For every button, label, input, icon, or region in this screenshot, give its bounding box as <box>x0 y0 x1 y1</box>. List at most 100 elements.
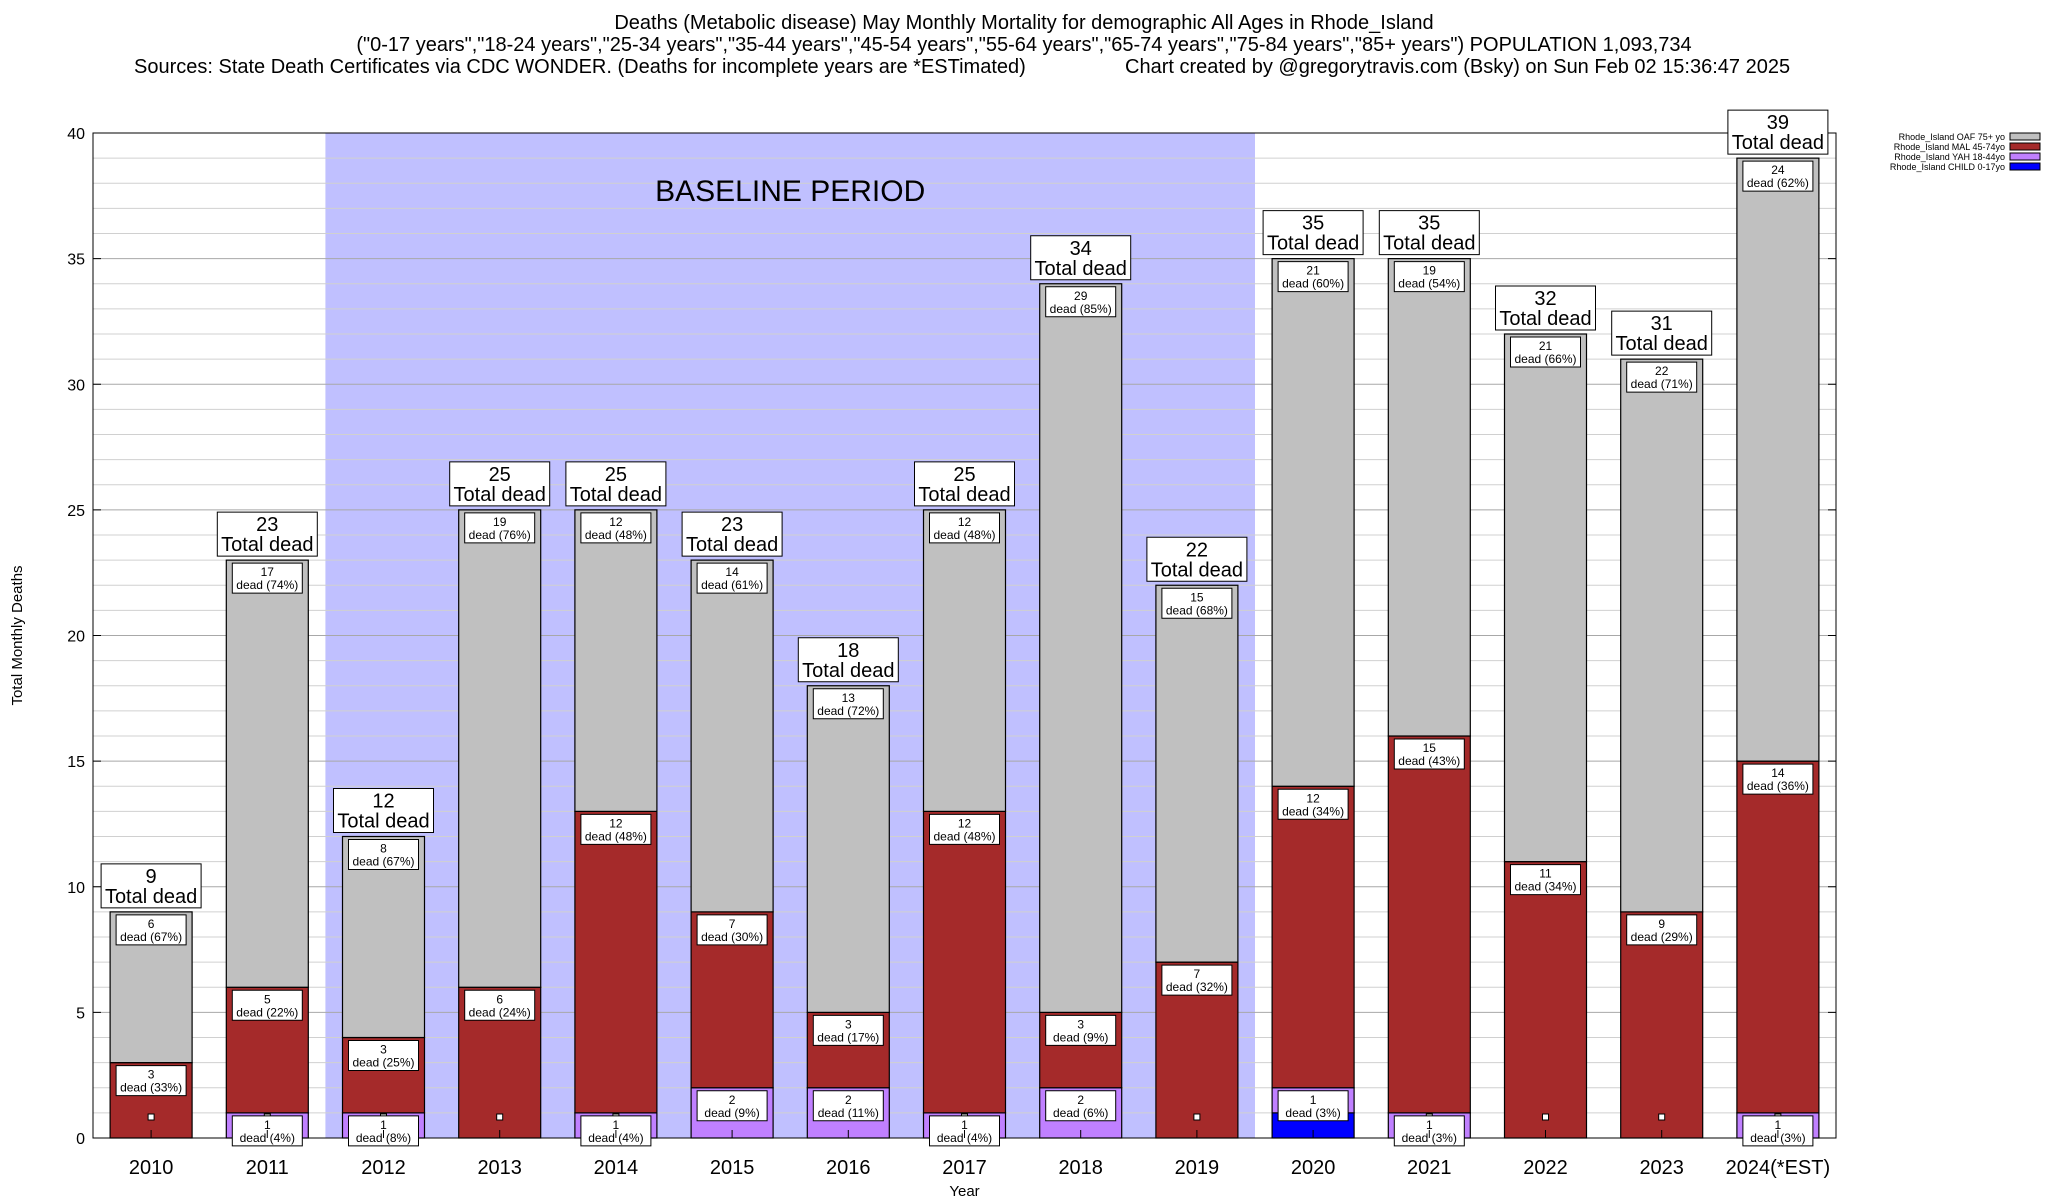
label-percent: dead (17%) <box>817 1030 879 1044</box>
total-value: 18 <box>837 640 859 662</box>
bar-segment-oaf <box>1503 333 1588 863</box>
total-caption: Total dead <box>1616 333 1708 355</box>
total-box <box>1146 536 1248 582</box>
label-box <box>696 1090 768 1122</box>
total-value: 32 <box>1534 288 1556 310</box>
total-caption: Total dead <box>454 484 546 506</box>
label-box <box>231 562 303 594</box>
label-count: 21 <box>1539 339 1553 353</box>
label-count: 3 <box>380 1043 387 1057</box>
label-count: 2 <box>845 1093 852 1107</box>
label-box <box>812 1014 884 1046</box>
bar-segment-mal <box>1620 911 1704 1139</box>
label-percent: dead (68%) <box>1166 603 1228 617</box>
x-tick-label: 2012 <box>361 1157 406 1179</box>
label-count: 12 <box>1306 791 1320 805</box>
label-count: 21 <box>1306 264 1320 278</box>
bar-segment-oaf <box>458 509 542 988</box>
label-box <box>1393 738 1465 770</box>
total-box <box>1030 235 1132 281</box>
label-percent: dead (32%) <box>1166 980 1228 994</box>
point-marker <box>147 1113 155 1121</box>
total-box <box>333 788 434 833</box>
label-count: 6 <box>148 917 155 931</box>
x-tick-label: 2022 <box>1523 1157 1568 1179</box>
total-value: 25 <box>605 464 627 486</box>
x-tick-label: 2013 <box>477 1157 522 1179</box>
y-tick-label: 10 <box>67 880 85 897</box>
total-value: 34 <box>1070 238 1092 260</box>
label-box <box>1742 160 1814 192</box>
label-count: 12 <box>609 816 623 830</box>
label-count: 8 <box>380 842 387 856</box>
label-box <box>1510 864 1581 896</box>
label-count: 14 <box>1771 766 1785 780</box>
label-percent: dead (71%) <box>1631 377 1693 391</box>
label-count: 11 <box>1539 867 1552 881</box>
total-box <box>565 461 667 507</box>
total-box <box>1611 310 1713 356</box>
total-caption: Total dead <box>918 484 1010 506</box>
label-box <box>115 1065 187 1097</box>
x-tick-label: 2016 <box>826 1157 871 1179</box>
label-box <box>1277 788 1349 820</box>
total-box <box>797 637 899 683</box>
y-tick-label: 40 <box>67 126 85 143</box>
y-tick-label: 0 <box>76 1131 85 1148</box>
bar-segment-mal <box>574 810 658 1114</box>
bar-segment-mal <box>1503 861 1588 1139</box>
x-tick-label: 2010 <box>129 1157 174 1179</box>
total-caption: Total dead <box>1267 233 1359 255</box>
x-tick-label: 2014 <box>594 1157 639 1179</box>
label-percent: dead (9%) <box>704 1106 759 1120</box>
total-caption: Total dead <box>686 534 778 556</box>
label-percent: dead (34%) <box>1282 804 1344 818</box>
point-marker <box>1658 1113 1666 1121</box>
label-box <box>696 562 768 594</box>
label-percent: dead (48%) <box>933 829 995 843</box>
bar-segment-oaf <box>225 559 309 988</box>
label-box <box>115 914 187 946</box>
total-value: 23 <box>256 514 278 536</box>
label-count: 1 <box>264 1118 271 1132</box>
label-count: 22 <box>1655 364 1669 378</box>
label-percent: dead (43%) <box>1398 754 1460 768</box>
label-percent: dead (6%) <box>1053 1106 1108 1120</box>
label-count: 12 <box>958 515 972 529</box>
x-tick-label: 2011 <box>246 1157 289 1179</box>
label-count: 3 <box>845 1017 852 1031</box>
total-value: 23 <box>721 514 743 536</box>
total-caption: Total dead <box>1499 308 1591 330</box>
label-box <box>1742 763 1814 795</box>
bar-segment-oaf <box>806 685 890 1013</box>
label-count: 1 <box>380 1118 387 1132</box>
legend-swatch <box>2009 132 2041 141</box>
label-box <box>464 989 536 1021</box>
label-percent: dead (36%) <box>1747 779 1809 793</box>
label-percent: dead (24%) <box>469 1005 531 1019</box>
